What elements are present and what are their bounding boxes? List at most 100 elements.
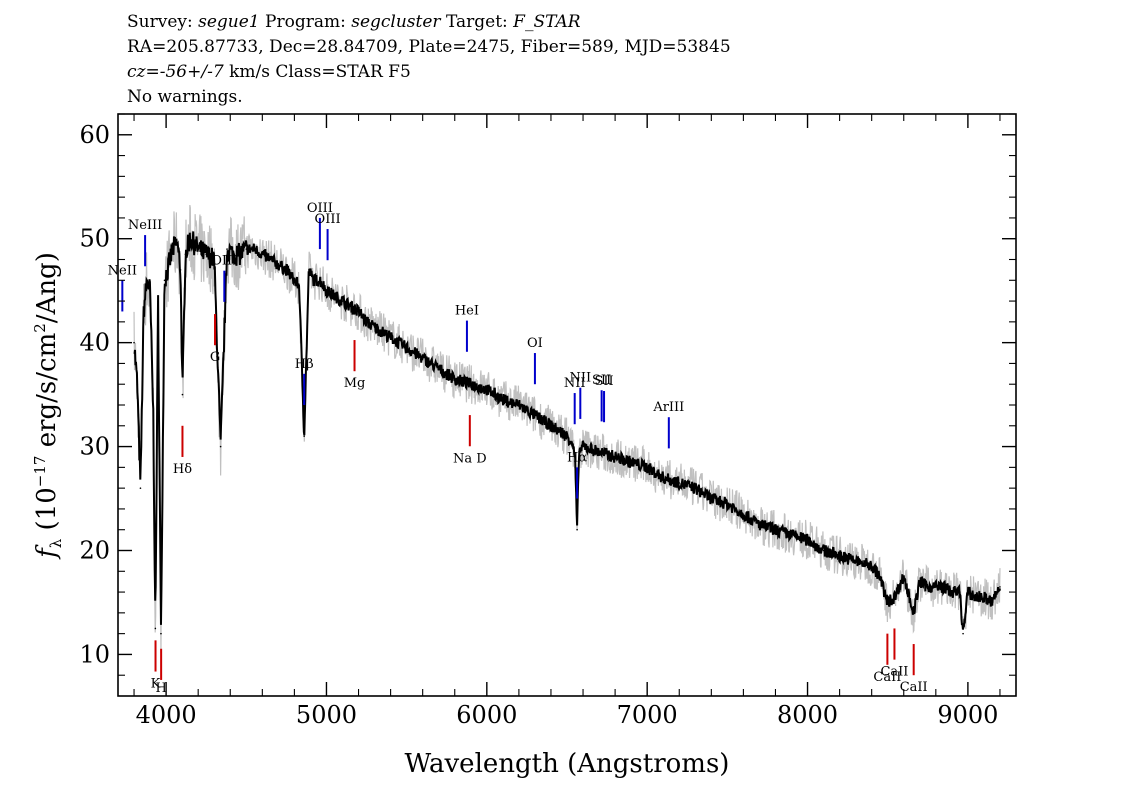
class-text: Class=STAR F5 — [275, 62, 411, 82]
survey-label: Survey: — [127, 12, 193, 32]
flux-point — [710, 497, 713, 500]
spectral-line-label: NII — [564, 376, 586, 391]
x-tick-label: 4000 — [136, 701, 197, 729]
flux-point — [678, 482, 681, 484]
flux-point — [878, 575, 881, 578]
flux-point — [790, 534, 793, 536]
flux-point — [550, 424, 552, 427]
flux-point — [389, 336, 392, 339]
flux-point — [357, 310, 360, 313]
flux-point — [614, 456, 616, 458]
plot-frame — [117, 113, 1017, 697]
flux-point — [163, 279, 166, 282]
y-label-mid: erg/s/cm — [32, 333, 62, 456]
y-label-post: /Ang) — [32, 252, 62, 323]
x-tick-label: 8000 — [777, 701, 838, 729]
flux-point — [152, 414, 155, 417]
flux-point — [293, 279, 296, 282]
flux-point — [285, 269, 288, 271]
flux-point — [232, 253, 235, 256]
x-tick-label: 9000 — [937, 701, 998, 729]
flux-point — [566, 435, 568, 437]
flux-point — [226, 248, 228, 250]
flux-point — [239, 253, 241, 256]
survey-value: segue1 — [198, 12, 260, 32]
flux-line-layer — [133, 231, 1001, 635]
flux-point — [136, 383, 139, 386]
flux-point — [146, 279, 148, 282]
y-label-exp2: 2 — [31, 323, 49, 333]
x-tick-label: 5000 — [296, 701, 357, 729]
spectral-line-label: ArIII — [652, 400, 684, 415]
flux-point — [576, 528, 578, 531]
y-tick-label: 20 — [79, 537, 110, 565]
flux-point — [967, 591, 969, 593]
target-value: F_STAR — [513, 12, 581, 32]
spectral-line-label: Hβ — [295, 357, 314, 372]
error-band-layer — [133, 204, 1001, 654]
flux-point — [176, 243, 179, 245]
flux-point — [179, 269, 182, 271]
flux-point — [453, 378, 456, 380]
spectral-line-label: NeIII — [128, 218, 162, 233]
flux-point — [349, 305, 352, 308]
flux-point — [133, 341, 135, 344]
spectral-line-label: H — [155, 681, 166, 696]
spectral-line-label: SII — [592, 373, 611, 388]
flux-point — [421, 357, 424, 360]
spectral-line-label: OI — [527, 336, 543, 351]
cz-label: cz= — [127, 62, 160, 82]
flux-point — [298, 284, 301, 287]
flux-point — [959, 591, 961, 593]
flux-point — [261, 253, 264, 256]
flux-point — [571, 440, 573, 443]
flux-point — [758, 523, 761, 526]
spectral-line-label: Mg — [344, 376, 366, 391]
header-warnings: No warnings. — [127, 87, 243, 107]
flux-point — [373, 326, 376, 328]
program-label: Program: — [265, 12, 346, 32]
flux-point — [171, 248, 174, 250]
y-label-exp1: −17 — [31, 456, 49, 488]
flux-point — [822, 549, 825, 552]
flux-point — [578, 450, 580, 453]
spectral-line-label: K — [151, 677, 161, 692]
axes-layer: 4000 5000 6000 7000 8000 9000 10 20 30 40 50 60 — [79, 113, 1016, 729]
flux-point — [405, 347, 408, 349]
flux-point — [308, 269, 310, 271]
flux-point — [774, 528, 777, 531]
flux-point — [935, 586, 937, 588]
flux-point — [912, 612, 915, 614]
spectral-line-label: HeI — [455, 304, 479, 319]
flux-point — [927, 586, 929, 588]
spectral-line-label: Na D — [453, 451, 487, 466]
flux-point — [734, 508, 737, 510]
spectral-line-label: G — [210, 350, 220, 365]
flux-point — [630, 461, 632, 463]
y-tick-label: 50 — [79, 225, 110, 253]
x-tick-label: 7000 — [617, 701, 678, 729]
flux-point — [325, 289, 328, 292]
flux-point — [975, 596, 977, 599]
y-tick-label: 60 — [79, 121, 110, 149]
error-band — [133, 204, 1001, 654]
flux-point — [726, 502, 729, 505]
flux-point — [518, 404, 520, 406]
flux-point — [277, 263, 280, 266]
flux-point — [886, 601, 889, 604]
flux-point — [139, 487, 142, 489]
flux-point — [854, 560, 857, 562]
flux-point — [189, 237, 191, 240]
flux-point — [166, 269, 169, 271]
header-line-1: Survey: segue1 Program: segcluster Targe… — [127, 12, 581, 32]
flux-point — [574, 456, 576, 458]
y-label-pre: (10 — [32, 487, 62, 539]
flux-point — [486, 388, 488, 391]
spectral-line-label: Hδ — [173, 462, 192, 477]
spectral-line-label: Hα — [567, 450, 587, 465]
spectral-line-label: CaII — [873, 670, 901, 685]
flux-point — [646, 466, 648, 469]
spectral-line-label: OIII — [315, 212, 341, 227]
spectral-line-label: NII — [569, 371, 591, 386]
header-line-2: RA=205.87733, Dec=28.84709, Plate=2475, … — [127, 37, 731, 57]
